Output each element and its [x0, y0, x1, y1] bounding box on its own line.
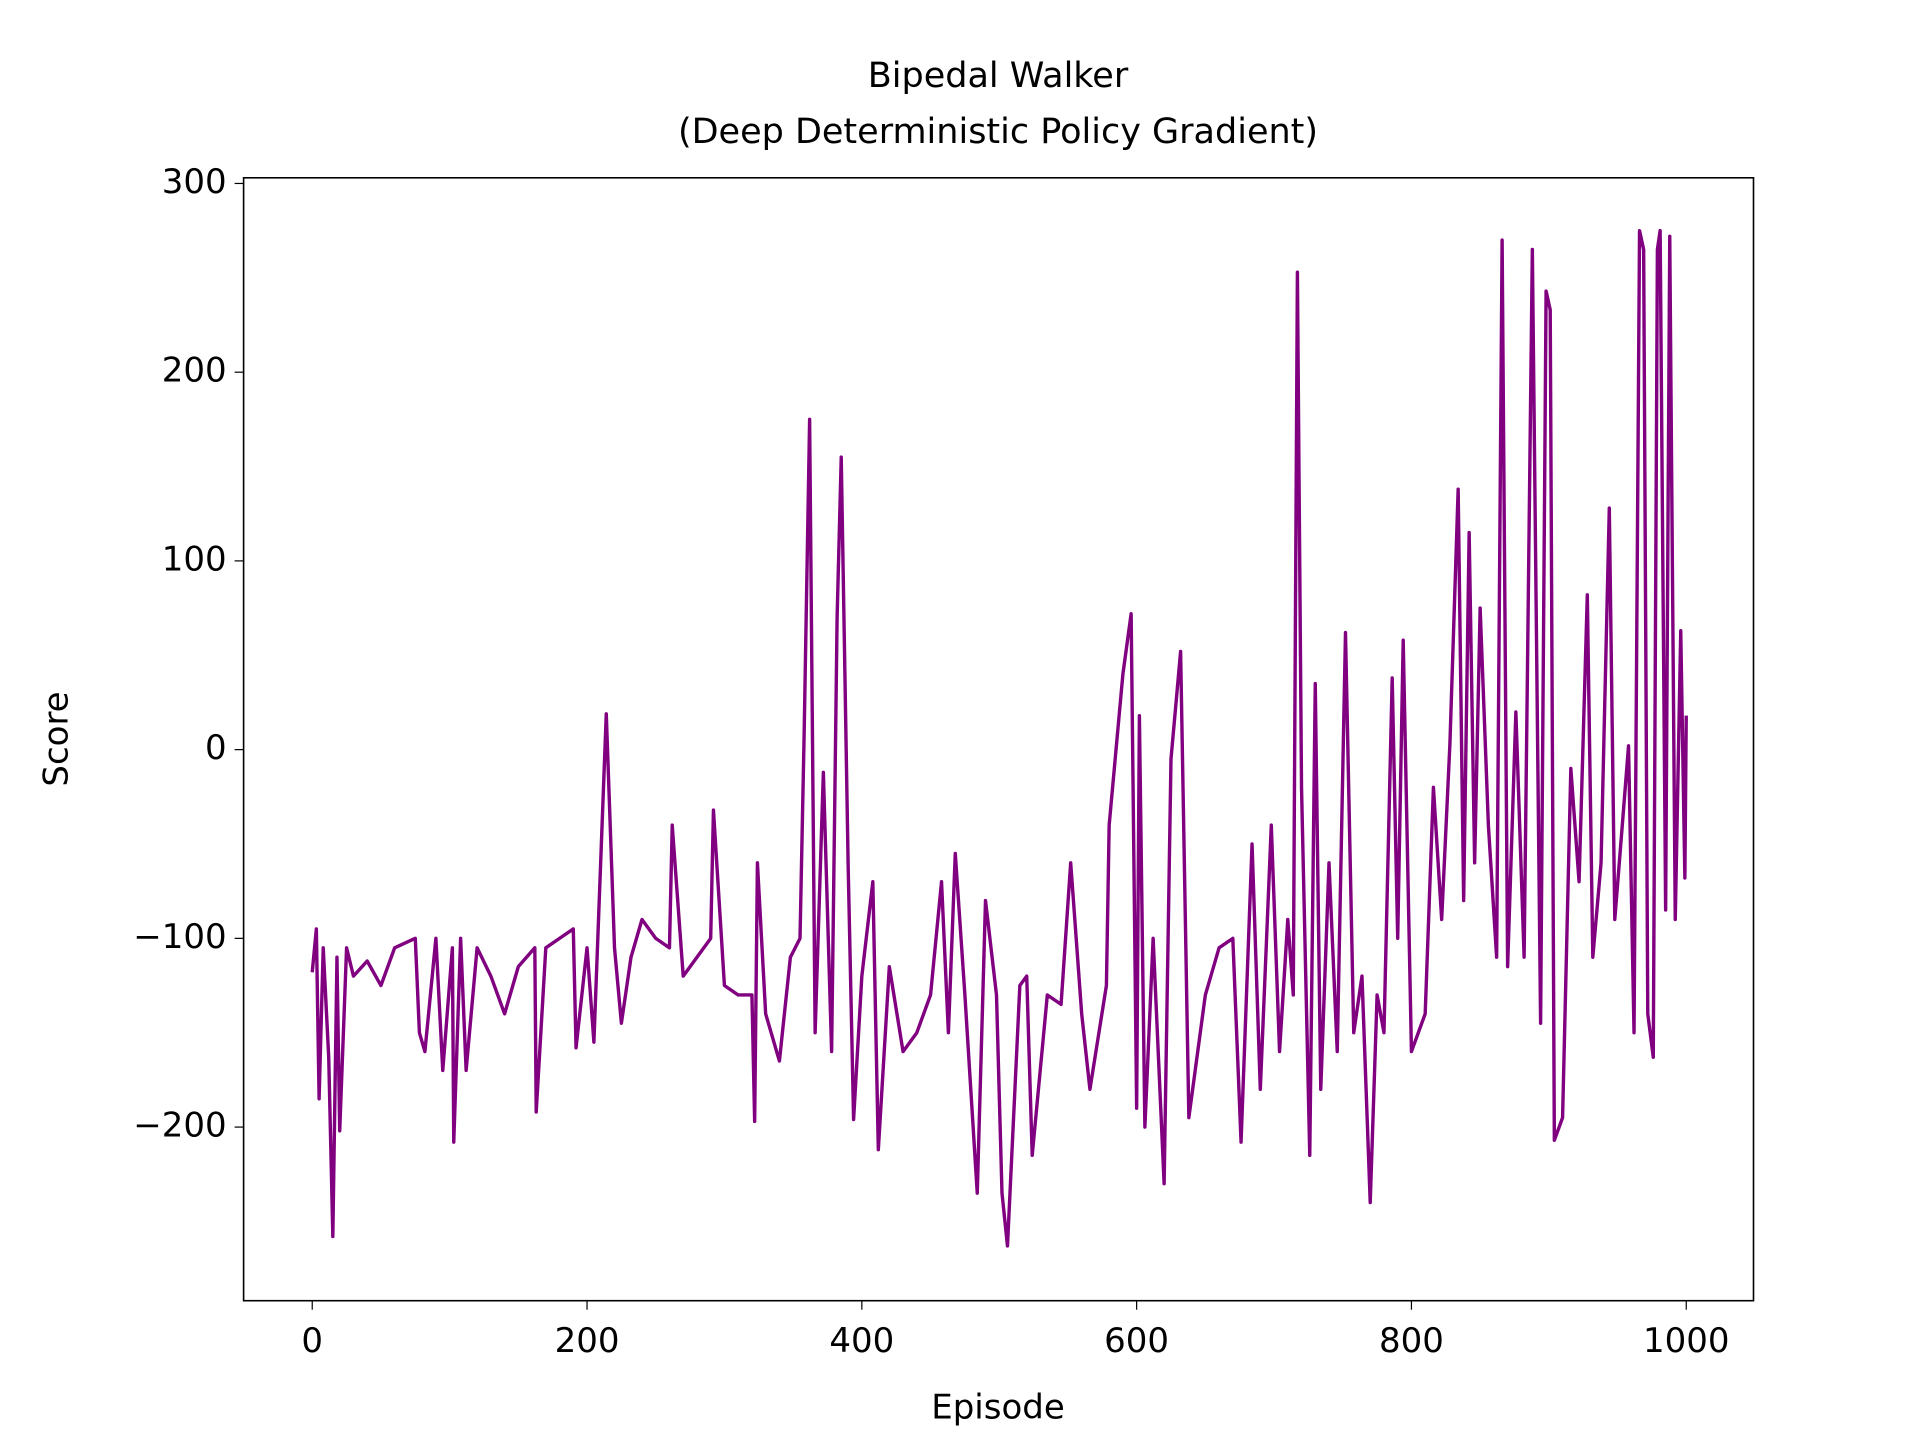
x-axis-label: Episode [931, 1388, 1065, 1428]
y-tick-label: 300 [162, 162, 227, 202]
x-tick-label: 0 [301, 1321, 323, 1361]
x-tick-label: 600 [1104, 1321, 1169, 1361]
x-tick-label: 400 [829, 1321, 894, 1361]
x-tick-label: 800 [1379, 1321, 1444, 1361]
y-tick-label: 100 [162, 539, 227, 579]
y-tick-label: 0 [205, 728, 227, 768]
y-axis-label: Score [37, 691, 77, 786]
y-tick-label: −200 [133, 1106, 226, 1146]
x-tick-label: 200 [555, 1321, 620, 1361]
y-tick-label: 200 [162, 351, 227, 391]
x-tick-label: 1000 [1643, 1321, 1730, 1361]
plot-frame [242, 177, 1755, 1302]
score-line [310, 228, 1688, 1248]
chart-title: Bipedal Walker (Deep Deterministic Polic… [677, 56, 1319, 152]
y-tick-label: −100 [133, 917, 226, 957]
